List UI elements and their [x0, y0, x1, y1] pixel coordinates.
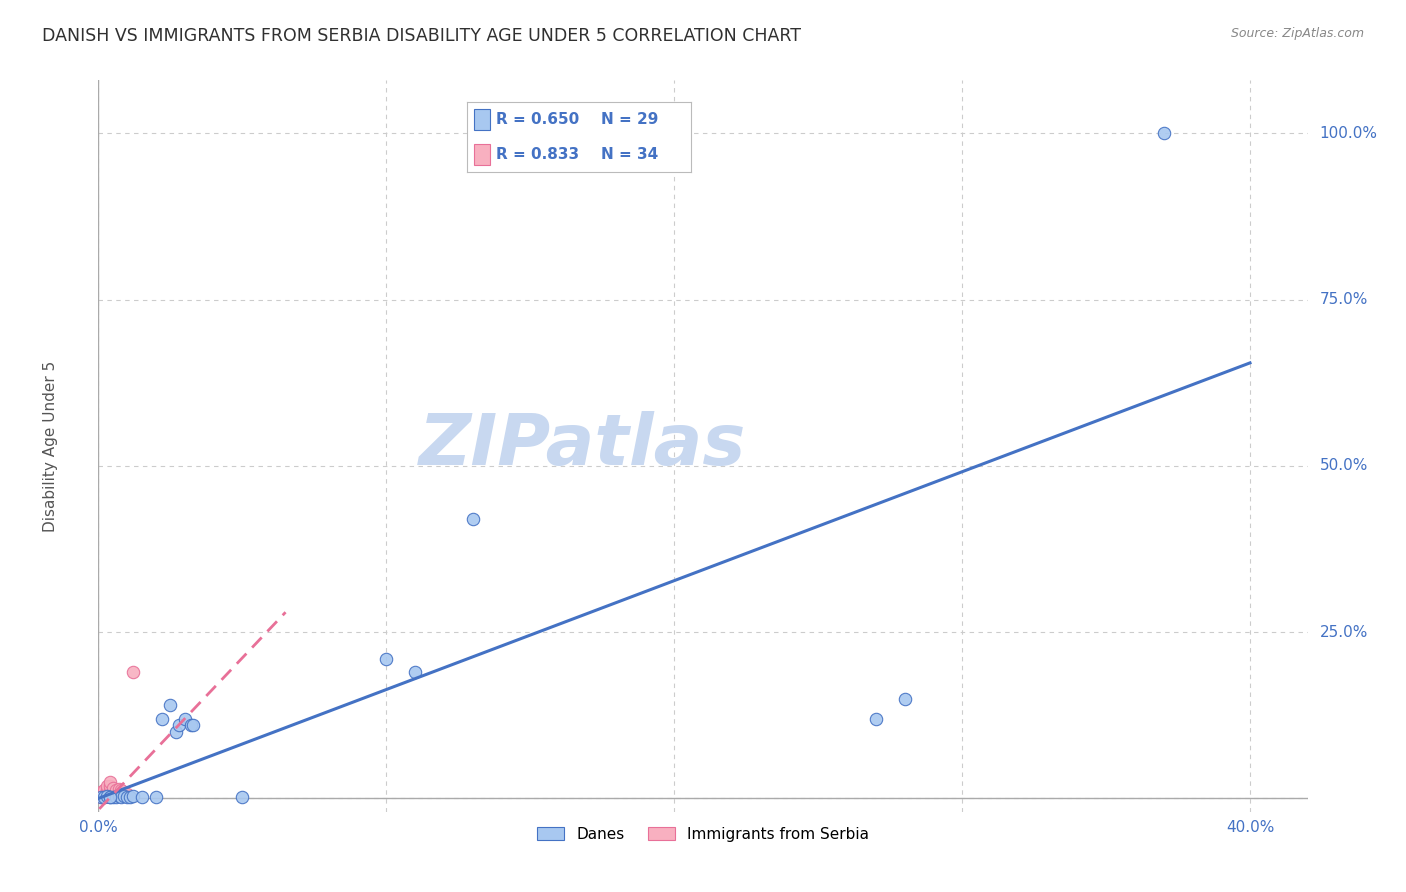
Point — [93, 786, 115, 800]
Point — [98, 790, 121, 805]
Text: 75.0%: 75.0% — [1320, 293, 1368, 307]
Text: Disability Age Under 5: Disability Age Under 5 — [42, 360, 58, 532]
Point — [90, 787, 112, 801]
Point — [173, 712, 195, 726]
Point — [90, 789, 112, 803]
Text: 0.0%: 0.0% — [79, 821, 118, 836]
Text: 50.0%: 50.0% — [1320, 458, 1368, 474]
Point — [96, 780, 118, 794]
Point — [110, 790, 132, 805]
Point — [93, 785, 115, 799]
Point — [96, 783, 118, 797]
Text: Source: ZipAtlas.com: Source: ZipAtlas.com — [1230, 27, 1364, 40]
Point — [131, 790, 153, 805]
Point — [96, 789, 118, 804]
Point — [165, 725, 187, 739]
Point — [115, 790, 138, 805]
Point — [90, 790, 112, 805]
Point — [107, 789, 129, 804]
Point — [104, 790, 127, 805]
Point — [107, 782, 129, 797]
Point — [93, 790, 115, 805]
Point — [90, 785, 112, 799]
Point — [90, 790, 112, 805]
Point — [865, 712, 887, 726]
Point — [98, 775, 121, 789]
Point — [93, 788, 115, 802]
Point — [98, 789, 121, 803]
Point — [122, 789, 145, 804]
Point — [115, 788, 138, 802]
Point — [98, 790, 121, 805]
Text: ZIPatlas: ZIPatlas — [419, 411, 745, 481]
Point — [98, 783, 121, 797]
Text: 40.0%: 40.0% — [1226, 821, 1274, 836]
Point — [107, 788, 129, 802]
Point — [96, 786, 118, 800]
Point — [150, 712, 173, 726]
Point — [101, 780, 124, 795]
Text: 100.0%: 100.0% — [1320, 126, 1378, 141]
Point — [98, 780, 121, 794]
Point — [101, 788, 124, 802]
Point — [112, 787, 135, 801]
Point — [461, 512, 484, 526]
Point — [93, 789, 115, 803]
Point — [231, 790, 253, 805]
Point — [375, 652, 398, 666]
Point — [101, 785, 124, 799]
Text: DANISH VS IMMIGRANTS FROM SERBIA DISABILITY AGE UNDER 5 CORRELATION CHART: DANISH VS IMMIGRANTS FROM SERBIA DISABIL… — [42, 27, 801, 45]
Point — [404, 665, 426, 679]
Point — [1153, 127, 1175, 141]
Point — [893, 691, 915, 706]
Point — [98, 787, 121, 801]
Point — [110, 788, 132, 802]
Point — [90, 789, 112, 804]
Point — [96, 788, 118, 802]
Point — [93, 782, 115, 797]
Point — [104, 788, 127, 802]
Point — [145, 790, 167, 805]
Point — [180, 718, 202, 732]
Point — [112, 789, 135, 804]
Point — [120, 790, 142, 805]
Text: 25.0%: 25.0% — [1320, 624, 1368, 640]
Point — [183, 718, 205, 732]
Point — [159, 698, 181, 713]
Point — [90, 788, 112, 802]
Legend: Danes, Immigrants from Serbia: Danes, Immigrants from Serbia — [530, 821, 876, 848]
Point — [167, 718, 190, 732]
Point — [110, 783, 132, 797]
Point — [101, 790, 124, 805]
Point — [104, 783, 127, 797]
Point — [96, 789, 118, 804]
Point — [93, 790, 115, 805]
Point — [122, 665, 145, 679]
